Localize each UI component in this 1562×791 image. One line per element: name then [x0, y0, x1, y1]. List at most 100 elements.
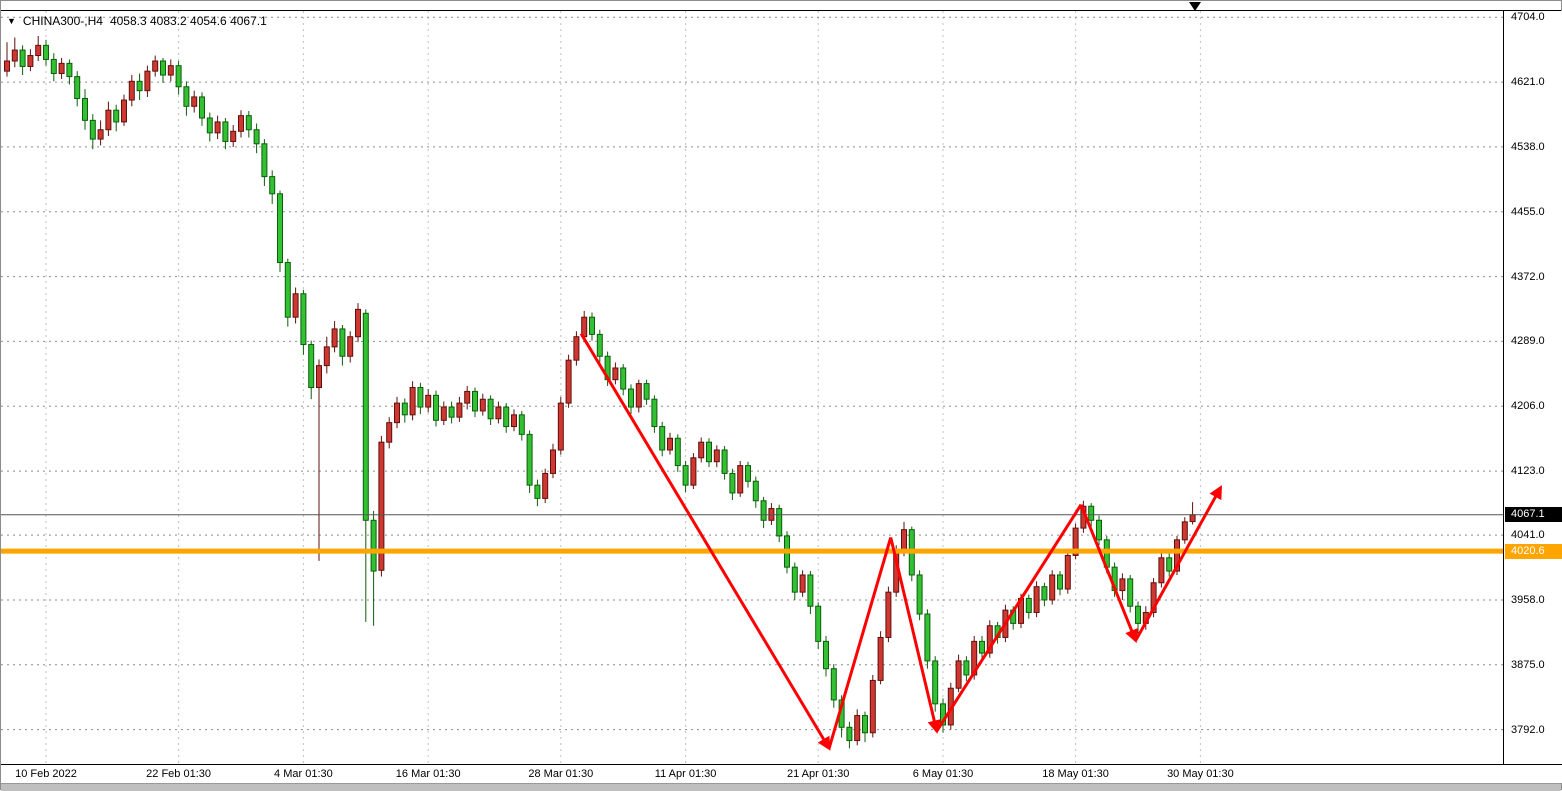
candle-body [417, 387, 424, 408]
candle-body [854, 715, 861, 742]
candle-body [11, 49, 18, 62]
candle-body [589, 316, 595, 335]
candle-body [807, 574, 814, 607]
candle-body [183, 86, 190, 107]
candle-body [308, 344, 315, 389]
candle-body [378, 441, 385, 571]
candle-body [245, 115, 252, 131]
candle-body [830, 668, 837, 701]
price-axis-label: 4704.0 [1511, 11, 1545, 24]
candle-body [277, 193, 283, 264]
candle-body [394, 402, 400, 424]
candle-body [50, 58, 57, 74]
chart-shift-marker-icon[interactable] [1189, 2, 1201, 11]
candle-body [82, 97, 88, 121]
candle-body [370, 519, 377, 572]
price-chart[interactable] [1, 11, 1503, 764]
candle-body [409, 387, 416, 416]
candle-body [167, 65, 174, 76]
candle-body [1166, 557, 1173, 572]
candle-body [27, 55, 34, 67]
price-axis[interactable]: 4067.1 4020.6 4704.0 4621.0 4538.0 4455.0 43… [1503, 11, 1562, 764]
candle-body [885, 591, 892, 638]
candle-body [713, 449, 720, 463]
candle-body [105, 109, 112, 131]
candle-body [19, 49, 26, 67]
candle-body [1119, 578, 1126, 592]
candle-body [698, 441, 705, 459]
chart-symbol-timeframe: CHINA300-,H4 [22, 14, 103, 28]
candle-body [175, 65, 182, 88]
trend-arrow[interactable] [827, 537, 893, 749]
candle-body [152, 60, 159, 72]
candle-body [955, 660, 962, 689]
trend-arrow[interactable] [1079, 504, 1138, 644]
trend-arrow[interactable] [579, 332, 831, 751]
time-axis-label: 10 Feb 2022 [15, 768, 77, 780]
candle-body [58, 62, 65, 74]
candle-body [916, 574, 923, 615]
price-axis-label: 4455.0 [1511, 205, 1545, 218]
candle-body [479, 398, 486, 412]
candle-body [74, 76, 81, 99]
time-axis-label: 28 Mar 01:30 [528, 768, 594, 780]
candle-body [932, 660, 939, 705]
candle-body [269, 176, 276, 195]
trend-arrow[interactable] [889, 537, 941, 734]
time-axis-label: 22 Feb 01:30 [146, 768, 212, 780]
candle-body [752, 480, 759, 502]
price-axis-label: 3875.0 [1511, 658, 1545, 671]
candle-body [1127, 578, 1134, 607]
chart-ohlc-readout: 4058.3 4083.2 4054.6 4067.1 [109, 14, 267, 28]
candle-body [503, 406, 510, 428]
candle-body [963, 660, 970, 676]
candle-body [323, 346, 330, 367]
candle-body [674, 437, 681, 467]
hline-price-badge: 4020.6 [1505, 543, 1562, 559]
candle-body [815, 605, 822, 642]
candle-body [448, 406, 455, 418]
trend-arrow[interactable] [935, 503, 1083, 732]
candle-body [1181, 521, 1188, 541]
candle-body [565, 359, 572, 404]
time-axis[interactable]: 10 Feb 2022 22 Feb 01:30 4 Mar 01:30 16 Mar… [1, 764, 1562, 783]
candle-body [620, 367, 627, 390]
chevron-down-icon[interactable]: ▼ [7, 16, 16, 26]
candle-body [238, 115, 244, 132]
candle-body [4, 60, 10, 72]
candle-body [1041, 586, 1048, 601]
candle-body [667, 437, 673, 451]
candle-body [612, 367, 619, 381]
candle-body [659, 426, 666, 451]
candle-body [1150, 582, 1157, 613]
candle-body [940, 703, 946, 726]
candle-body [1025, 597, 1032, 613]
candle-body [472, 390, 478, 412]
candle-body [729, 472, 736, 494]
chart-canvas[interactable] [1, 11, 1503, 764]
candle-body [846, 726, 853, 742]
candle-body [1072, 527, 1079, 556]
candle-body [628, 388, 634, 408]
candle-body [1189, 514, 1196, 523]
candle-body [1096, 519, 1102, 541]
trend-arrow[interactable] [1134, 485, 1222, 642]
candle-body [557, 402, 564, 451]
candle-body [206, 117, 213, 134]
candle-body [550, 449, 556, 474]
candle-body [901, 529, 907, 553]
candle-body [136, 80, 143, 92]
time-axis-label: 6 May 01:30 [912, 768, 974, 780]
candle-body [690, 457, 697, 486]
candle-body [924, 613, 931, 662]
candle-body [979, 640, 985, 654]
candle-body [495, 406, 502, 420]
candle-body [682, 465, 689, 486]
candle-body [355, 308, 361, 338]
time-axis-label: 16 Mar 01:30 [395, 768, 461, 780]
price-axis-label: 4372.0 [1511, 270, 1545, 283]
price-axis-label: 3958.0 [1511, 593, 1545, 606]
candle-body [534, 484, 541, 499]
candle-body [706, 441, 712, 463]
